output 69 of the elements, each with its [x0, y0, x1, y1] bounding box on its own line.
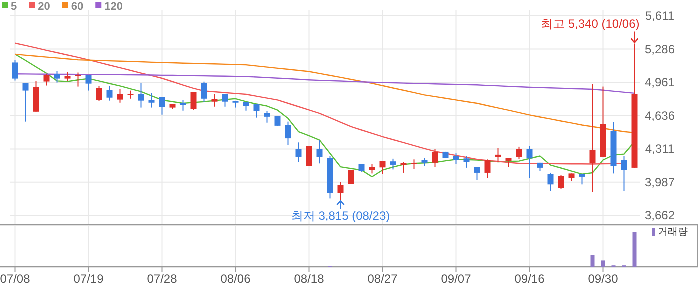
candlestick — [264, 110, 270, 124]
candlestick — [254, 104, 260, 118]
candlestick — [411, 159, 418, 170]
candlestick — [274, 116, 281, 126]
x-tick-label: 07/08 — [0, 272, 31, 286]
candlestick — [390, 158, 396, 170]
candlestick — [96, 86, 102, 102]
candlestick — [590, 84, 596, 193]
candlestick — [138, 82, 144, 108]
candlestick — [316, 140, 323, 164]
candlestick — [148, 92, 155, 108]
candlestick — [400, 162, 407, 174]
candlestick — [222, 94, 228, 108]
candlestick — [54, 70, 60, 84]
candlestick — [474, 166, 480, 181]
candlestick — [190, 92, 197, 111]
candlestick — [212, 94, 218, 108]
candlestick — [201, 81, 208, 103]
candlestick — [106, 86, 113, 102]
candlestick — [453, 153, 460, 165]
y-tick-label: 4,636 — [644, 108, 676, 123]
bar — [632, 232, 637, 267]
y-tick-label: 4,961 — [644, 76, 676, 90]
x-tick-label: 07/28 — [147, 272, 178, 286]
annotation: 최고 5,340 (10/06) — [541, 16, 640, 31]
candlestick — [621, 156, 628, 192]
y-tick-label: 4,311 — [645, 142, 675, 156]
y-tick-label: 5,611 — [645, 9, 675, 23]
legend-label: 60 — [71, 1, 84, 13]
y-tick-label: 3,987 — [644, 175, 676, 190]
candlestick — [22, 82, 29, 122]
candlestick — [159, 96, 166, 116]
bar — [601, 260, 606, 267]
x-tick-label: 08/27 — [368, 272, 398, 286]
x-tick-label: 08/18 — [294, 272, 325, 286]
candlestick — [285, 121, 292, 146]
candlestick — [64, 72, 71, 82]
candlestick — [86, 74, 92, 92]
legend-label: 거래량 — [658, 227, 688, 238]
candlestick — [558, 174, 564, 190]
legend-label: 5 — [11, 1, 18, 13]
legend-label: 120 — [104, 1, 123, 13]
y-tick-label: 3,662 — [644, 208, 676, 223]
x-tick-label: 07/19 — [74, 272, 104, 286]
candlestick — [306, 146, 312, 167]
candlestick — [526, 146, 533, 178]
legend-label: 20 — [38, 1, 50, 13]
bar — [590, 255, 595, 267]
candlestick — [484, 159, 491, 178]
candlestick — [296, 142, 302, 163]
y-tick-label: 5,286 — [644, 42, 676, 56]
candlestick — [548, 172, 554, 192]
candlestick — [369, 164, 376, 174]
x-tick-label: 09/07 — [441, 272, 472, 286]
candlestick — [579, 174, 586, 186]
candlestick — [180, 100, 186, 112]
x-tick-label: 09/16 — [514, 272, 546, 286]
candlestick — [516, 146, 522, 160]
candlestick — [44, 74, 50, 86]
x-tick-label: 09/30 — [588, 272, 619, 286]
candlestick — [12, 60, 18, 82]
candlestick — [117, 88, 124, 104]
candlestick — [495, 147, 502, 163]
candlestick — [75, 72, 82, 88]
candlestick — [464, 156, 470, 168]
annotation: 최저 3,815 (08/23) — [291, 209, 390, 224]
candlestick — [380, 160, 386, 175]
x-tick-label: 08/06 — [220, 272, 252, 286]
candlestick — [432, 148, 438, 168]
